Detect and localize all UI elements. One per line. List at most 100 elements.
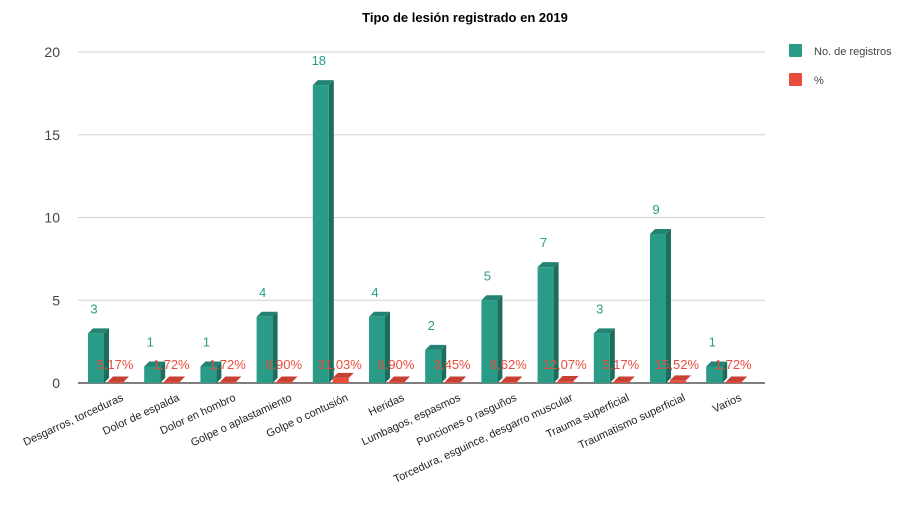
data-label-registros: 3	[596, 301, 603, 316]
legend-label: %	[814, 75, 824, 87]
bar-percent	[220, 381, 237, 383]
bar-side	[497, 295, 503, 383]
bar-top	[108, 376, 129, 382]
bar-top	[501, 376, 523, 382]
bar-top	[220, 376, 242, 382]
bar-registros	[200, 366, 217, 383]
x-tick-label: Heridas	[367, 392, 407, 419]
x-tick-label: Varios	[711, 392, 744, 416]
bar-top	[650, 229, 671, 235]
data-label-registros: 4	[371, 285, 378, 300]
x-tick-label: Lumbagos, espasmos	[360, 392, 463, 449]
bar-percent	[332, 377, 349, 383]
x-tick-label: Traumatismo superficial	[577, 392, 688, 452]
bar-top	[613, 376, 635, 382]
y-axis: 0 5 10 15 20	[44, 44, 60, 391]
data-label-registros: 9	[652, 202, 659, 217]
bar-side	[104, 328, 109, 383]
bar-percent	[670, 380, 686, 383]
legend-swatch	[789, 73, 802, 86]
bar-percent	[389, 381, 405, 383]
bar-side	[328, 80, 334, 383]
bar-side	[722, 361, 728, 383]
data-label-percent: 12,07%	[543, 357, 588, 372]
bar-top	[389, 376, 410, 382]
data-label-percent: 1,72%	[209, 357, 246, 372]
bar-top	[369, 311, 390, 317]
legend: No. de registros%	[789, 44, 892, 87]
bar-side	[441, 344, 447, 383]
bar-top	[670, 375, 691, 381]
data-label-registros: 1	[709, 334, 716, 349]
data-label-registros: 1	[147, 334, 154, 349]
bar-side	[666, 229, 671, 383]
data-label-percent: 1,72%	[153, 357, 190, 372]
bar-group: 3 5,17% 1 1,72% 1 1,72% 4 6,90% 18 31,03% 4 6,90% 2 3…	[88, 53, 752, 383]
y-tick-label: 5	[52, 292, 60, 308]
x-tick-label: Golpe o aplastamiento	[189, 392, 294, 449]
data-label-registros: 3	[90, 301, 97, 316]
bar-registros	[312, 85, 329, 383]
legend-label: No. de registros	[814, 46, 892, 58]
bar-registros	[88, 333, 104, 383]
bar-top	[312, 80, 334, 86]
bar-top	[481, 295, 503, 301]
bar-registros	[537, 267, 554, 383]
chart-title: Tipo de lesión registrado en 2019	[362, 10, 568, 25]
data-label-percent: 1,72%	[715, 357, 752, 372]
bar-side	[385, 311, 390, 383]
data-label-percent: 6,90%	[378, 357, 415, 372]
bar-side	[609, 328, 615, 383]
bar-top	[144, 361, 166, 367]
bar-percent	[164, 381, 181, 383]
data-label-registros: 2	[428, 318, 435, 333]
data-label-percent: 5,17%	[602, 357, 639, 372]
bar-top	[537, 262, 559, 268]
bar-percent	[726, 381, 743, 383]
data-label-registros: 18	[312, 53, 326, 68]
y-tick-label: 10	[44, 210, 60, 226]
bar-percent	[276, 381, 293, 383]
data-label-percent: 3,45%	[434, 357, 471, 372]
bar-top	[445, 376, 467, 382]
data-label-percent: 15,52%	[655, 357, 700, 372]
data-label-registros: 5	[484, 268, 491, 283]
data-label-registros: 7	[540, 235, 547, 250]
bar-side	[216, 361, 222, 383]
data-label-registros: 1	[203, 334, 210, 349]
bar-side	[272, 311, 278, 383]
bar-top	[256, 311, 278, 317]
bar-registros	[256, 316, 273, 383]
bar-percent	[445, 381, 462, 383]
bar-percent	[557, 381, 574, 383]
bar-registros	[706, 366, 723, 383]
bar-top	[88, 328, 109, 334]
bar-side	[553, 262, 559, 383]
bar-top	[164, 376, 186, 382]
y-tick-label: 15	[44, 127, 60, 143]
bar-registros	[144, 366, 161, 383]
bar-top	[425, 344, 447, 350]
x-tick-label: Desgarros, torceduras	[22, 392, 126, 449]
bar-side	[160, 361, 166, 383]
bar-percent	[108, 381, 124, 383]
bar-registros	[369, 316, 385, 383]
bar-top	[276, 376, 298, 382]
bar-top	[726, 376, 748, 382]
y-tick-label: 0	[52, 375, 60, 391]
bar-registros	[593, 333, 610, 383]
data-label-registros: 4	[259, 285, 266, 300]
data-label-percent: 8,62%	[490, 357, 527, 372]
bar-percent	[613, 381, 630, 383]
data-label-percent: 31,03%	[318, 357, 363, 372]
bar-top	[557, 376, 579, 382]
bar-percent	[501, 381, 518, 383]
bar-top	[200, 361, 222, 367]
data-label-percent: 5,17%	[97, 357, 134, 372]
bar-registros	[650, 234, 666, 383]
bar-top	[332, 372, 354, 378]
bar-registros	[425, 349, 442, 383]
bar-top	[706, 361, 728, 367]
